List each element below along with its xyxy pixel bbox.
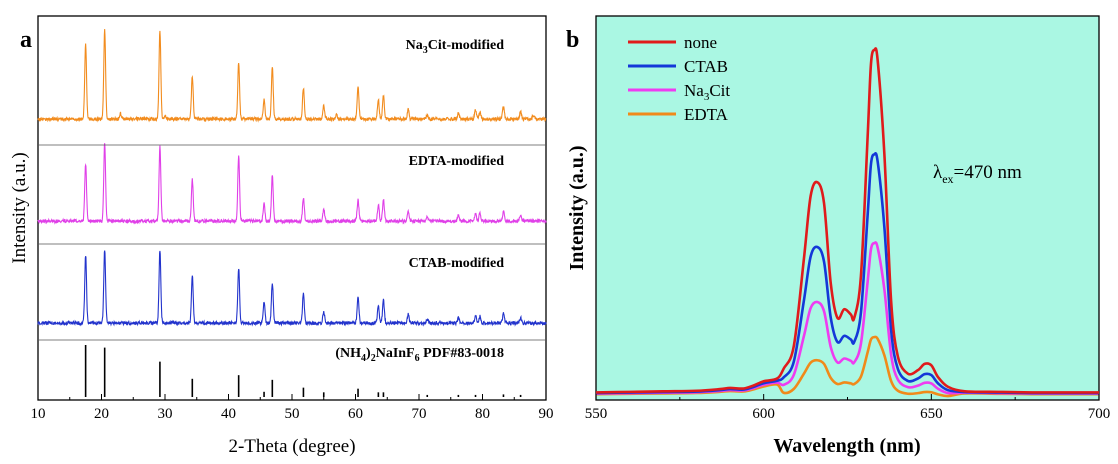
panel-b-x-ticks: 550 600 650 700 [585,394,1111,422]
panel-b-label: b [566,27,579,53]
panel-a-label: a [20,27,32,53]
xrd-trace [37,250,547,327]
x-tick-label: 650 [920,406,943,422]
trace-label: Na3Cit-modified [406,38,505,56]
trace-label: EDTA-modified [409,154,505,169]
x-tick-label: 30 [158,406,173,422]
trace-label: CTAB-modified [409,256,505,271]
panel-b-plot-area [595,15,1100,401]
xrd-trace [37,143,547,225]
legend-label: Na3Cit [684,81,730,103]
x-tick-label: 20 [94,406,109,422]
panel-a: 10 20 30 40 50 60 70 80 90 Na3Cit-modified EDTA-m… [9,15,554,457]
x-tick-label: 80 [475,406,490,422]
x-tick-label: 60 [348,406,363,422]
panel-b-spectra [595,47,1099,398]
panel-b-x-axis-label: Wavelength (nm) [773,435,920,457]
trace-label: (NH4)2NaInF6 PDF#83-0018 [335,346,504,364]
panel-b: 550 600 650 700 none CTAB Na3Cit EDTA λex=470 … [566,15,1111,457]
legend-label: CTAB [684,57,728,76]
x-tick-label: 50 [285,406,300,422]
panel-a-trace-labels: Na3Cit-modified EDTA-modified CTAB-modifie… [335,38,504,364]
panel-a-plot-area [37,15,547,401]
x-tick-label: 600 [752,406,775,422]
x-tick-label: 550 [585,406,608,422]
panel-a-x-axis-label: 2-Theta (degree) [228,436,355,457]
x-tick-label: 40 [221,406,236,422]
xrd-trace [37,29,547,123]
spectrum-line [595,47,1099,394]
legend-label: EDTA [684,105,729,124]
x-tick-label: 10 [31,406,46,422]
panel-b-annotation: λex=470 nm [933,162,1022,186]
panel-b-legend: none CTAB Na3Cit EDTA [628,33,730,124]
x-tick-label: 70 [412,406,427,422]
panel-a-x-ticks: 10 20 30 40 50 60 70 80 90 [31,394,554,422]
legend-label: none [684,33,717,52]
panel-a-traces [37,29,547,397]
panel-a-y-axis-label: Intensity (a.u.) [9,152,30,263]
panel-b-y-axis-label: Intensity (a.u.) [566,145,588,270]
x-tick-label: 90 [539,406,554,422]
x-tick-label: 700 [1088,406,1111,422]
